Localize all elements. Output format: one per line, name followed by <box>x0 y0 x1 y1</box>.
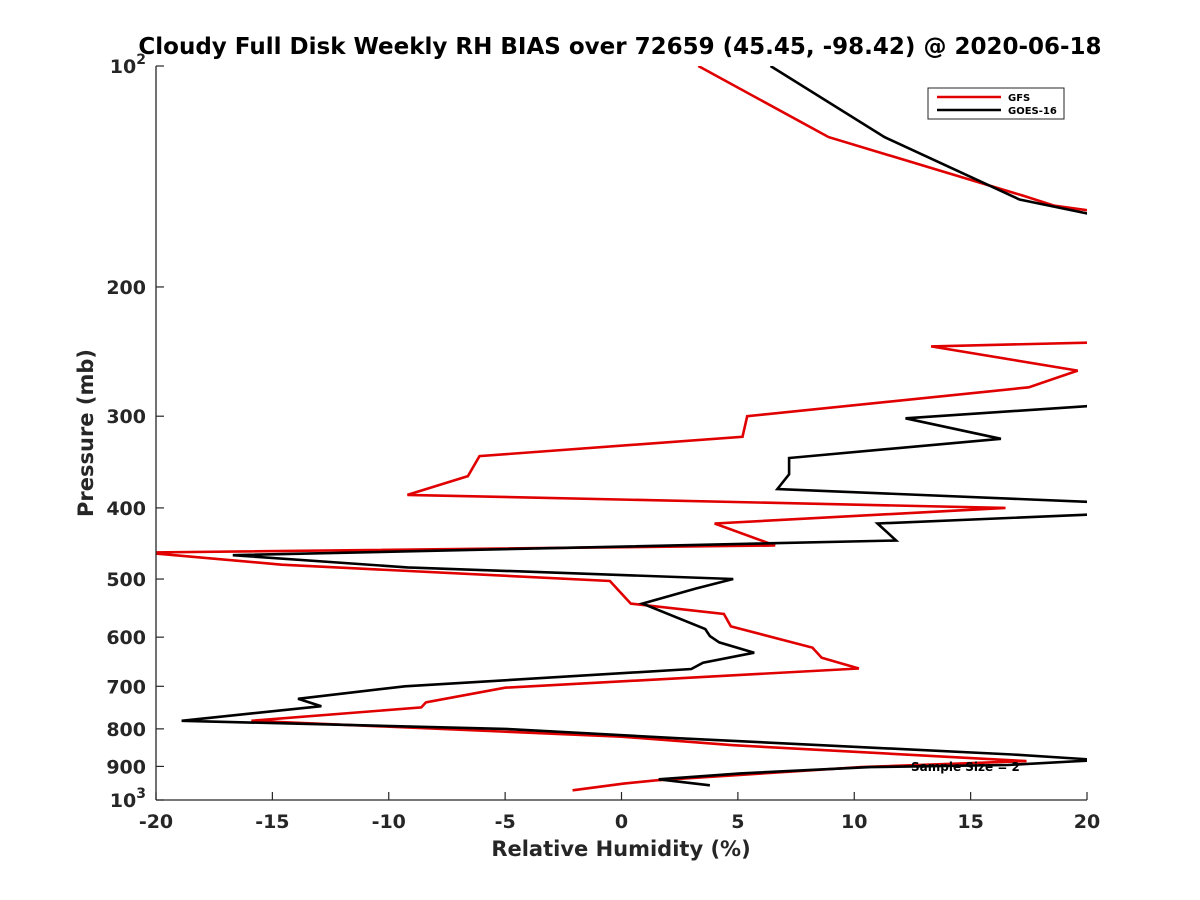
y-tick-label: 300 <box>106 406 146 428</box>
series-line-gfs <box>156 66 1087 792</box>
x-tick-label: 20 <box>1074 811 1100 833</box>
legend: GFS GOES-16 <box>927 87 1065 120</box>
chart-title: Cloudy Full Disk Weekly RH BIAS over 726… <box>138 34 1101 60</box>
y-tick-label: 400 <box>106 498 146 520</box>
y-tick-label: 200 <box>106 277 146 299</box>
x-tick-label: -20 <box>139 811 173 833</box>
x-tick-label: 0 <box>615 811 628 833</box>
y-axis-label: Pressure (mb) <box>74 349 98 517</box>
y-tick-label: 500 <box>106 569 146 591</box>
legend-label-goes16: GOES-16 <box>1008 106 1057 117</box>
series-layer <box>156 66 1087 792</box>
x-axis-label: Relative Humidity (%) <box>491 837 750 861</box>
legend-box <box>927 87 1065 120</box>
legend-label-gfs: GFS <box>1008 93 1030 104</box>
x-axis-ticks: -20 -15 -10 -5 0 5 10 15 20 <box>139 792 1100 833</box>
y-axis-ticks: 102 200 300 400 500 600 700 800 900 103 <box>106 52 164 812</box>
series-line-goes-16 <box>181 66 1087 787</box>
sample-size-annotation: Sample Size = 2 <box>911 760 1020 774</box>
y-tick-label: 600 <box>106 627 146 649</box>
y-tick-label: 900 <box>106 756 146 778</box>
x-tick-label: 15 <box>957 811 983 833</box>
y-tick-label: 800 <box>106 719 146 741</box>
y-tick-label: 103 <box>110 786 146 812</box>
x-tick-label: -15 <box>255 811 289 833</box>
y-tick-label: 102 <box>110 52 146 78</box>
x-tick-label: -10 <box>372 811 406 833</box>
x-tick-label: -5 <box>495 811 516 833</box>
x-tick-label: 10 <box>841 811 867 833</box>
x-tick-label: 5 <box>731 811 744 833</box>
y-tick-label: 700 <box>106 676 146 698</box>
